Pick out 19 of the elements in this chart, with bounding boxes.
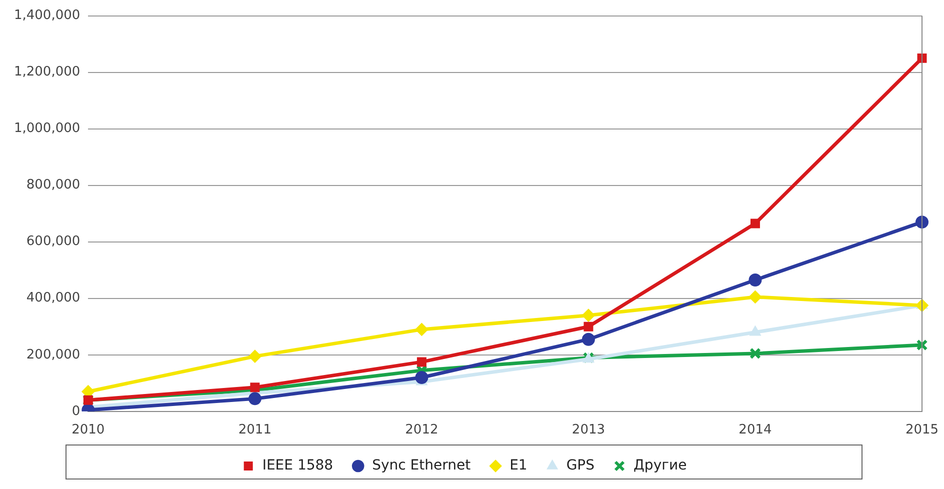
legend-label: E1 [510,458,528,474]
legend-label: Sync Ethernet [372,458,472,474]
x-tick-label: 2010 [72,422,105,438]
y-tick-label: 1,400,000 [14,8,80,24]
x-tick-label: 2013 [572,422,606,438]
x-tick-label: 2011 [238,422,272,438]
y-tick-label: 800,000 [26,178,80,193]
y-tick-label: 1,000,000 [14,121,80,136]
y-tick-label: 200,000 [26,347,80,362]
x-tick-label: 2012 [405,422,438,438]
x-tick-label: 2014 [738,422,772,438]
legend-label: GPS [566,458,595,474]
y-tick-label: 400,000 [26,290,80,306]
legend-label: Другие [634,458,687,474]
x-tick-label: 2015 [905,422,939,438]
y-tick-label: 0 [72,404,80,419]
y-tick-label: 600,000 [26,234,80,250]
y-tick-label: 1,200,000 [14,64,80,80]
legend-label: IEEE 1588 [262,458,334,474]
